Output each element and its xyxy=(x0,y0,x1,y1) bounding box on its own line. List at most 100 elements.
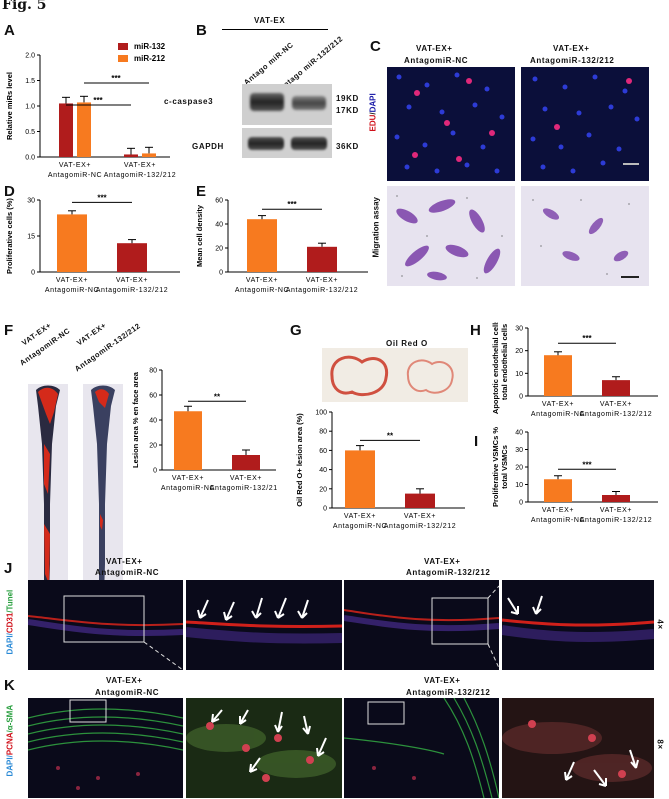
d-cat-bottom-1: AntagomiR-132/212 xyxy=(96,287,168,294)
c-caspase3-label: c-caspase3 xyxy=(164,97,214,106)
f-ytick-label-3: 60 xyxy=(149,393,157,400)
e-ytick-label-0: 0 xyxy=(219,270,223,277)
a-legend-label-0: miR-132 xyxy=(134,42,166,51)
h-cat-bottom-1: AntagomiR-132/212 xyxy=(580,411,652,418)
western-header-line xyxy=(222,29,328,30)
chart-e: 0 20 40 60 Mean cell density *** VAT-EX+ Antago… xyxy=(195,198,368,294)
lane-label-nc: Antago miR-NC xyxy=(242,40,296,87)
k-side-label: DAPI/PCNA/α-SMA xyxy=(5,705,15,777)
i-ytick-label-2: 20 xyxy=(515,465,523,472)
f-cat-top-0: VAT-EX+ xyxy=(172,475,204,482)
d-sig-label: *** xyxy=(97,193,107,202)
g-bar-0 xyxy=(345,450,375,508)
chart-g: 0 20 40 60 80 100 Oil Red O+ lesion area (%) **… xyxy=(295,410,465,530)
chart-d: 0 15 30 Proliferative cells (%) *** VAT-EX+ An… xyxy=(5,193,180,294)
i-ytick-label-1: 10 xyxy=(515,482,523,489)
a-bar-1-1 xyxy=(142,153,156,157)
k-zoom-ko xyxy=(502,698,654,798)
d-ytick-label-2: 30 xyxy=(27,198,35,205)
f-ytick-label-2: 40 xyxy=(149,418,157,425)
k-col2-top: VAT-EX+ xyxy=(424,676,461,685)
h-ytick-label-3: 30 xyxy=(515,326,523,333)
chart-h: 0 10 20 30 Apoptotic endothelial cells % tota… xyxy=(491,322,658,418)
a-legend-swatch-0 xyxy=(118,43,128,50)
a-cat-bottom-1: AntagomiR-132/212 xyxy=(104,172,176,179)
f-bar-1 xyxy=(232,455,260,470)
g-cat-bottom-0: AntagomiR-NC xyxy=(333,523,387,530)
h-ylabel-1: total endothelial cells xyxy=(500,324,509,400)
d-cat-bottom-0: AntagomiR-NC xyxy=(45,287,99,294)
band-caspase-nc xyxy=(250,93,284,111)
j-magnification: 4× xyxy=(655,619,665,630)
panel-label-j: J xyxy=(4,560,13,577)
k-col2-bottom: AntagomiR-132/212 xyxy=(406,688,491,697)
a-legend-label-1: miR-212 xyxy=(134,54,166,63)
j-cd31: CD31 xyxy=(5,612,15,634)
j-col2-bottom: AntagomiR-132/212 xyxy=(406,568,491,577)
edu-image-ko xyxy=(521,67,649,181)
j-tunel: /Tunel xyxy=(5,589,15,613)
g-cat-bottom-1: AntagomiR-132/212 xyxy=(384,523,456,530)
c-col1-bottom: AntagomiR-NC xyxy=(404,56,469,65)
panel-label-h: H xyxy=(470,322,481,339)
migration-image-nc xyxy=(387,186,515,286)
g-ylabel-0: Oil Red O+ lesion area (%) xyxy=(295,413,304,507)
g-ytick-label-2: 40 xyxy=(319,467,327,474)
f-ytick-label-1: 20 xyxy=(149,443,157,450)
a-cat-bottom-0: AntagomiR-NC xyxy=(48,172,102,179)
i-bar-0 xyxy=(544,479,572,502)
h-bar-1 xyxy=(602,380,630,396)
edu-slash: / xyxy=(368,112,378,115)
h-ylabel-0: Apoptotic endothelial cells % xyxy=(491,322,500,414)
a-bar-1-0 xyxy=(77,102,91,157)
i-ytick-label-0: 0 xyxy=(519,500,523,507)
e-sig-label: *** xyxy=(287,200,297,209)
h-sig-label: *** xyxy=(582,334,592,343)
lane-label-ko: Antago miR-132/212 xyxy=(277,34,345,93)
k-pcna: PCNA xyxy=(5,732,15,756)
kd-36: 36KD xyxy=(336,142,359,151)
a-ylabel: Relative miRs level xyxy=(5,72,14,140)
panel-label-k: K xyxy=(4,677,15,694)
a-bar-0-1 xyxy=(124,154,138,157)
chart-a: 0.0 0.5 1.0 1.5 2.0 Relative miRs level miR-13… xyxy=(5,42,176,179)
f-ylabel-0: Lesion area % en face area xyxy=(131,371,140,468)
g-ytick-label-1: 20 xyxy=(319,486,327,493)
chart-f: 0 20 40 60 80 Lesion area % en face area ** VAT… xyxy=(131,368,278,493)
e-cat-bottom-0: AntagomiR-NC xyxy=(235,287,289,294)
g-ytick-label-5: 100 xyxy=(315,410,327,417)
f-ytick-label-4: 80 xyxy=(149,368,157,375)
h-cat-top-0: VAT-EX+ xyxy=(542,401,574,408)
f-bar-0 xyxy=(174,411,202,470)
k-sma: /α-SMA xyxy=(5,704,15,733)
chart-i: 0 10 20 30 40 Proliferative VSMCs % total VSMC… xyxy=(491,427,658,524)
a-sig-label-0: *** xyxy=(93,96,103,105)
e-bar-1 xyxy=(307,246,337,272)
c-col2-bottom: AntagomiR-132/212 xyxy=(530,56,615,65)
panel-label-d: D xyxy=(4,183,15,200)
h-cat-bottom-0: AntagomiR-NC xyxy=(531,411,585,418)
a-sig-label-1: *** xyxy=(111,74,121,83)
panel-label-b: B xyxy=(196,22,207,39)
e-cat-top-1: VAT-EX+ xyxy=(306,277,338,284)
e-ytick-label-3: 60 xyxy=(215,198,223,205)
i-ytick-label-4: 40 xyxy=(515,430,523,437)
g-cat-top-0: VAT-EX+ xyxy=(344,513,376,520)
c-stain-label: EDU/DAPI xyxy=(369,93,378,131)
g-bar-1 xyxy=(405,493,435,508)
gapdh-label: GAPDH xyxy=(192,142,224,151)
g-cat-top-1: VAT-EX+ xyxy=(404,513,436,520)
figure-label: Fig. 5 xyxy=(2,0,47,13)
h-ytick-label-2: 20 xyxy=(515,348,523,355)
blot-gapdh xyxy=(242,128,332,158)
i-ytick-label-3: 30 xyxy=(515,447,523,454)
i-ylabel-0: Proliferative VSMCs % xyxy=(491,427,500,507)
k-zoom-nc xyxy=(186,698,342,798)
migration-image-ko xyxy=(521,186,649,286)
j-dapi: DAPI/ xyxy=(5,633,15,655)
k-image-nc xyxy=(28,698,183,798)
i-cat-top-0: VAT-EX+ xyxy=(542,507,574,514)
k-dapi: DAPI/ xyxy=(5,755,15,777)
f-cat-bottom-0: AntagomiR-NC xyxy=(161,485,215,492)
k-col1-top: VAT-EX+ xyxy=(106,676,143,685)
